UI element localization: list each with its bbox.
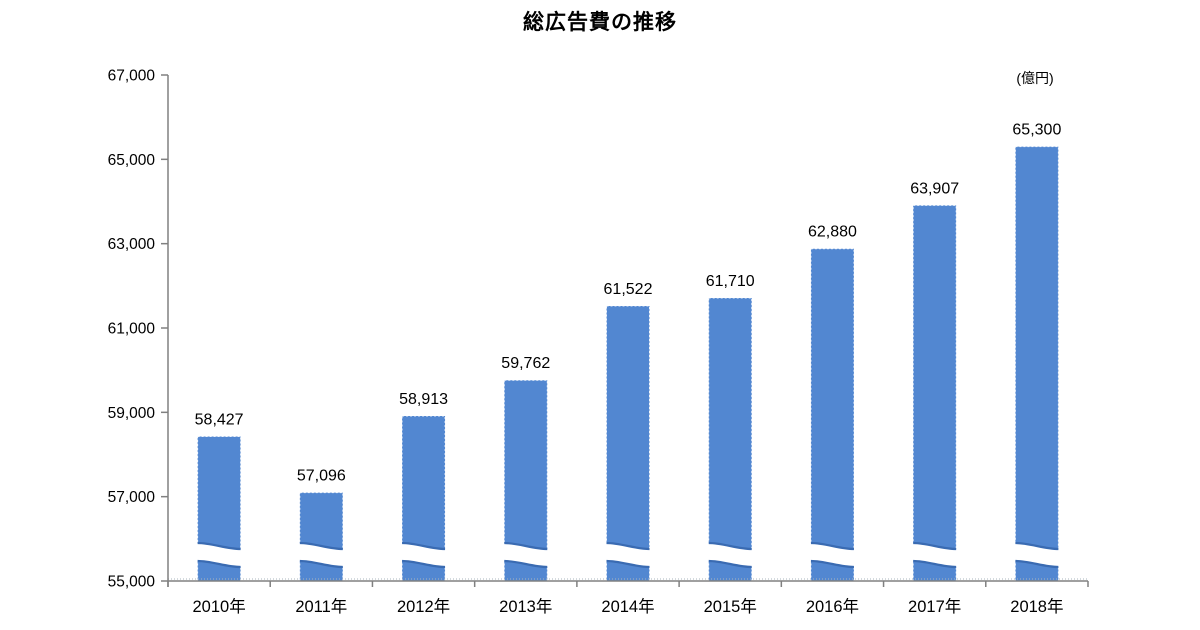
data-label: 61,522 [604,281,653,298]
bar-2015年 [708,297,753,550]
break-edge-upper [402,541,446,551]
break-edge-lower [504,559,548,569]
x-tick-label: 2013年 [499,597,552,616]
y-tick-label: 65,000 [108,152,156,169]
chart-title: 総広告費の推移 [523,11,677,34]
x-tick-label: 2015年 [704,597,757,616]
bar-base-2017年 [912,560,957,582]
unit-label: (億円) [1016,70,1054,86]
bar-2013年 [503,379,548,550]
y-tick-label: 57,000 [108,489,156,506]
data-label: 62,880 [808,224,857,241]
break-edge-lower [810,559,854,569]
break-edge-upper [708,541,752,551]
data-label: 61,710 [706,273,755,290]
x-tick-label: 2014年 [601,597,654,616]
break-edge-upper [810,541,854,551]
x-tick-label: 2012年 [397,597,450,616]
bar-base-2012年 [401,560,446,582]
data-label: 58,427 [195,411,244,428]
break-edge-upper [606,541,650,551]
bar-base-2014年 [606,560,650,582]
y-tick-label: 63,000 [108,236,156,253]
bar-2012年 [401,415,446,550]
bar-base-2010年 [197,560,242,582]
x-tick-label: 2018年 [1010,597,1063,616]
bar-base-2018年 [1014,560,1059,582]
break-edge-lower [197,559,241,569]
break-edge-lower [708,559,752,569]
bar-2011年 [299,492,344,550]
break-edge-lower [1015,559,1059,569]
x-tick-label: 2017年 [908,597,961,616]
bar-base-2011年 [299,560,344,582]
break-edge-upper [504,541,548,551]
break-edge-upper [913,541,957,551]
y-tick-label: 61,000 [108,321,156,338]
break-edge-upper [1015,541,1059,551]
y-tick-label: 55,000 [108,574,156,591]
data-label: 65,300 [1012,122,1061,139]
break-edge-lower [402,559,446,569]
y-tick-label: 67,000 [108,68,156,85]
data-label: 59,762 [501,355,550,372]
x-tick-label: 2010年 [193,597,246,616]
break-edge-lower [606,559,650,569]
data-label: 57,096 [297,468,346,485]
x-tick-label: 2011年 [295,597,347,616]
break-edge-upper [197,541,241,551]
bar-2018年 [1014,146,1059,550]
break-edge-upper [299,541,343,551]
bar-2010年 [197,435,242,550]
bar-2014年 [606,305,650,550]
y-tick-label: 59,000 [108,405,156,422]
bar-base-2015年 [708,560,753,582]
break-edge-lower [913,559,957,569]
bar-base-2013年 [503,560,548,582]
data-label: 58,913 [399,391,448,408]
bar-base-2016年 [810,560,855,582]
data-label: 63,907 [910,180,959,197]
break-edge-lower [299,559,343,569]
x-tick-label: 2016年 [806,597,859,616]
bar-2017年 [912,204,957,550]
bar-2016年 [810,248,855,550]
